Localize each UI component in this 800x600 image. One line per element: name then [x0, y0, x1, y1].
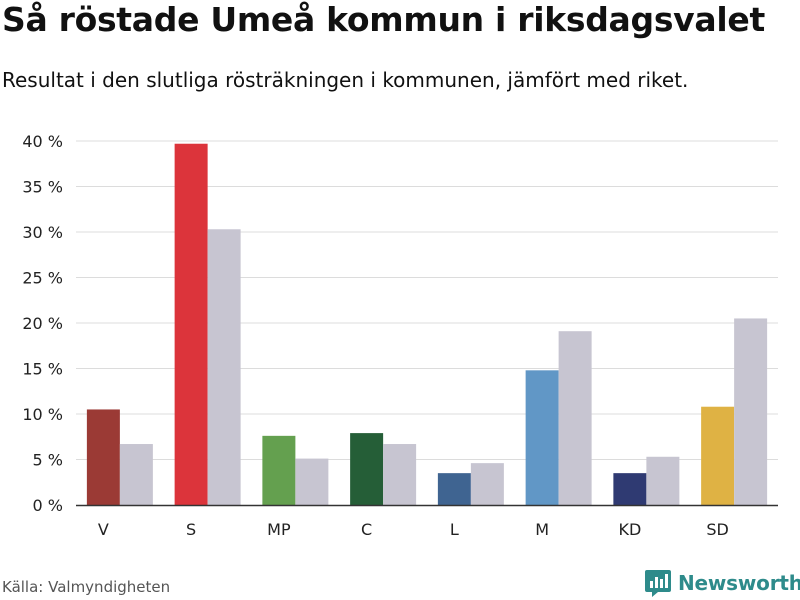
y-tick-label: 15 % [22, 360, 63, 379]
bar-kommun-c [350, 433, 384, 505]
bar-riket-c [383, 444, 417, 505]
bar-chart-icon [645, 570, 671, 597]
x-tick-label: SD [706, 520, 728, 539]
bar-riket-v [119, 444, 153, 505]
bar-riket-l [470, 463, 504, 505]
y-tick-label: 40 % [22, 132, 63, 151]
bar-riket-m [558, 331, 592, 505]
x-axis-labels: V S MP C L M KD SD [98, 520, 729, 539]
y-tick-label: 30 % [22, 223, 63, 242]
y-tick-label: 35 % [22, 178, 63, 197]
x-tick-label: L [450, 520, 459, 539]
x-tick-label: M [535, 520, 549, 539]
bar-kommun-s [174, 143, 208, 506]
y-tick-label: 25 % [22, 269, 63, 288]
bar-kommun-sd [701, 406, 735, 505]
source-note: Källa: Valmyndigheten [2, 578, 171, 596]
bar-riket-s [207, 229, 241, 505]
y-tick-label: 0 % [33, 496, 63, 515]
x-tick-label: C [361, 520, 372, 539]
y-tick-label: 20 % [22, 314, 63, 333]
bars [86, 143, 768, 506]
x-tick-label: MP [267, 520, 291, 539]
bar-kommun-mp [262, 435, 296, 505]
bar-riket-kd [646, 456, 680, 505]
x-tick-label: V [98, 520, 109, 539]
bar-kommun-m [525, 370, 559, 505]
bar-kommun-kd [613, 473, 647, 505]
bar-riket-sd [734, 318, 768, 505]
chart-title: Så röstade Umeå kommun i riksdagsvalet [2, 0, 765, 39]
bar-kommun-v [86, 409, 120, 505]
y-axis-ticks: 0 % 5 % 10 % 15 % 20 % 25 % 30 % 35 % 40 % [22, 132, 63, 515]
bar-kommun-l [437, 473, 471, 505]
x-tick-label: KD [618, 520, 641, 539]
y-tick-label: 10 % [22, 405, 63, 424]
brand-name: Newsworthy [678, 571, 800, 595]
y-tick-label: 5 % [33, 451, 63, 470]
bar-riket-mp [295, 458, 329, 505]
chart-subtitle: Resultat i den slutliga rösträkningen i … [2, 68, 689, 92]
x-tick-label: S [186, 520, 196, 539]
brand-logo: Newsworthy [644, 568, 800, 598]
